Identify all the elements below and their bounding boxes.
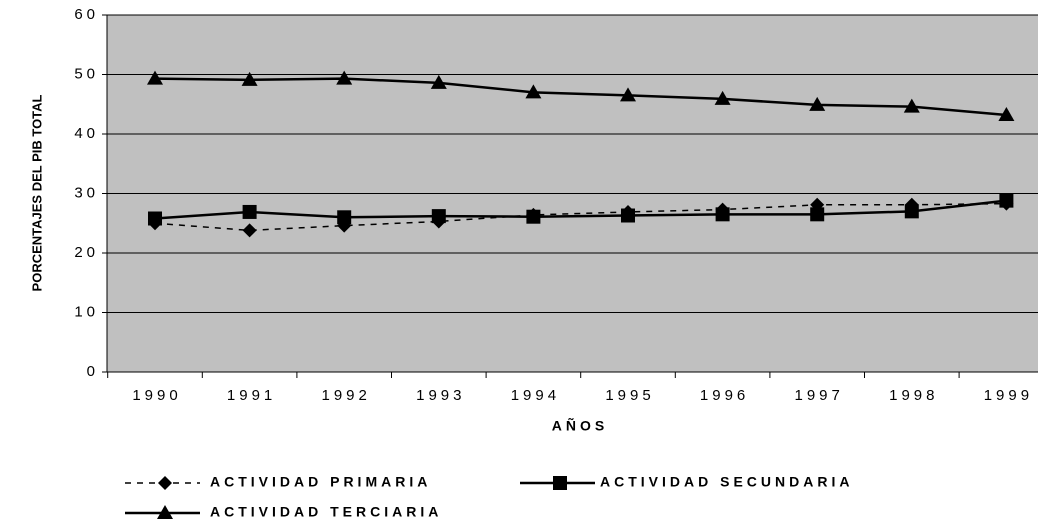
x-tick-label: 1999: [984, 387, 1033, 404]
y-tick-label: 60: [74, 6, 99, 23]
x-tick-label: 1996: [700, 387, 749, 404]
data-point: [336, 70, 353, 85]
series-line: [154, 199, 1007, 220]
data-point: [715, 207, 730, 222]
legend-label: ACTIVIDAD TERCIARIA: [210, 504, 442, 520]
data-point: [431, 209, 446, 224]
data-point: [621, 208, 635, 223]
y-tick-label: 50: [74, 65, 99, 82]
series-line: [154, 77, 1007, 117]
x-tick-label: 1990: [132, 387, 181, 404]
legend-label: ACTIVIDAD SECUNDARIA: [600, 474, 853, 490]
data-point: [148, 211, 162, 226]
legend-marker: [553, 476, 567, 490]
data-point: [620, 87, 636, 102]
y-tick-label: 30: [74, 184, 99, 201]
data-point: [810, 207, 825, 222]
data-point: [242, 223, 257, 238]
data-point: [903, 98, 920, 113]
data-point: [430, 74, 447, 89]
legend-label: ACTIVIDAD PRIMARIA: [210, 474, 431, 490]
data-point: [525, 84, 542, 99]
data-point: [337, 210, 352, 225]
x-tick-label: 1991: [227, 387, 276, 404]
data-point: [809, 96, 826, 111]
data-point: [904, 204, 919, 219]
x-tick-label: 1998: [889, 387, 938, 404]
data-point: [999, 193, 1014, 208]
y-tick-label: 0: [87, 363, 99, 380]
x-tick-label: 1994: [511, 387, 560, 404]
x-tick-label: 1992: [322, 387, 371, 404]
legend-marker: [157, 505, 173, 519]
legend-marker: [158, 476, 172, 490]
y-tick-label: 10: [74, 303, 99, 320]
x-tick-label: 1995: [605, 387, 654, 404]
data-point: [714, 90, 731, 105]
x-axis-label: AÑOS: [552, 417, 608, 434]
data-point: [242, 204, 257, 219]
data-point: [998, 106, 1015, 121]
x-tick-label: 1997: [795, 387, 844, 404]
data-point: [526, 209, 541, 224]
y-tick-label: 20: [74, 244, 99, 261]
y-axis-label: PORCENTAJES DEL PIB TOTAL: [29, 94, 44, 291]
series-line: [154, 202, 1007, 232]
x-tick-label: 1993: [416, 387, 465, 404]
data-point: [241, 71, 258, 86]
data-point: [147, 70, 163, 85]
y-tick-label: 40: [74, 125, 99, 142]
